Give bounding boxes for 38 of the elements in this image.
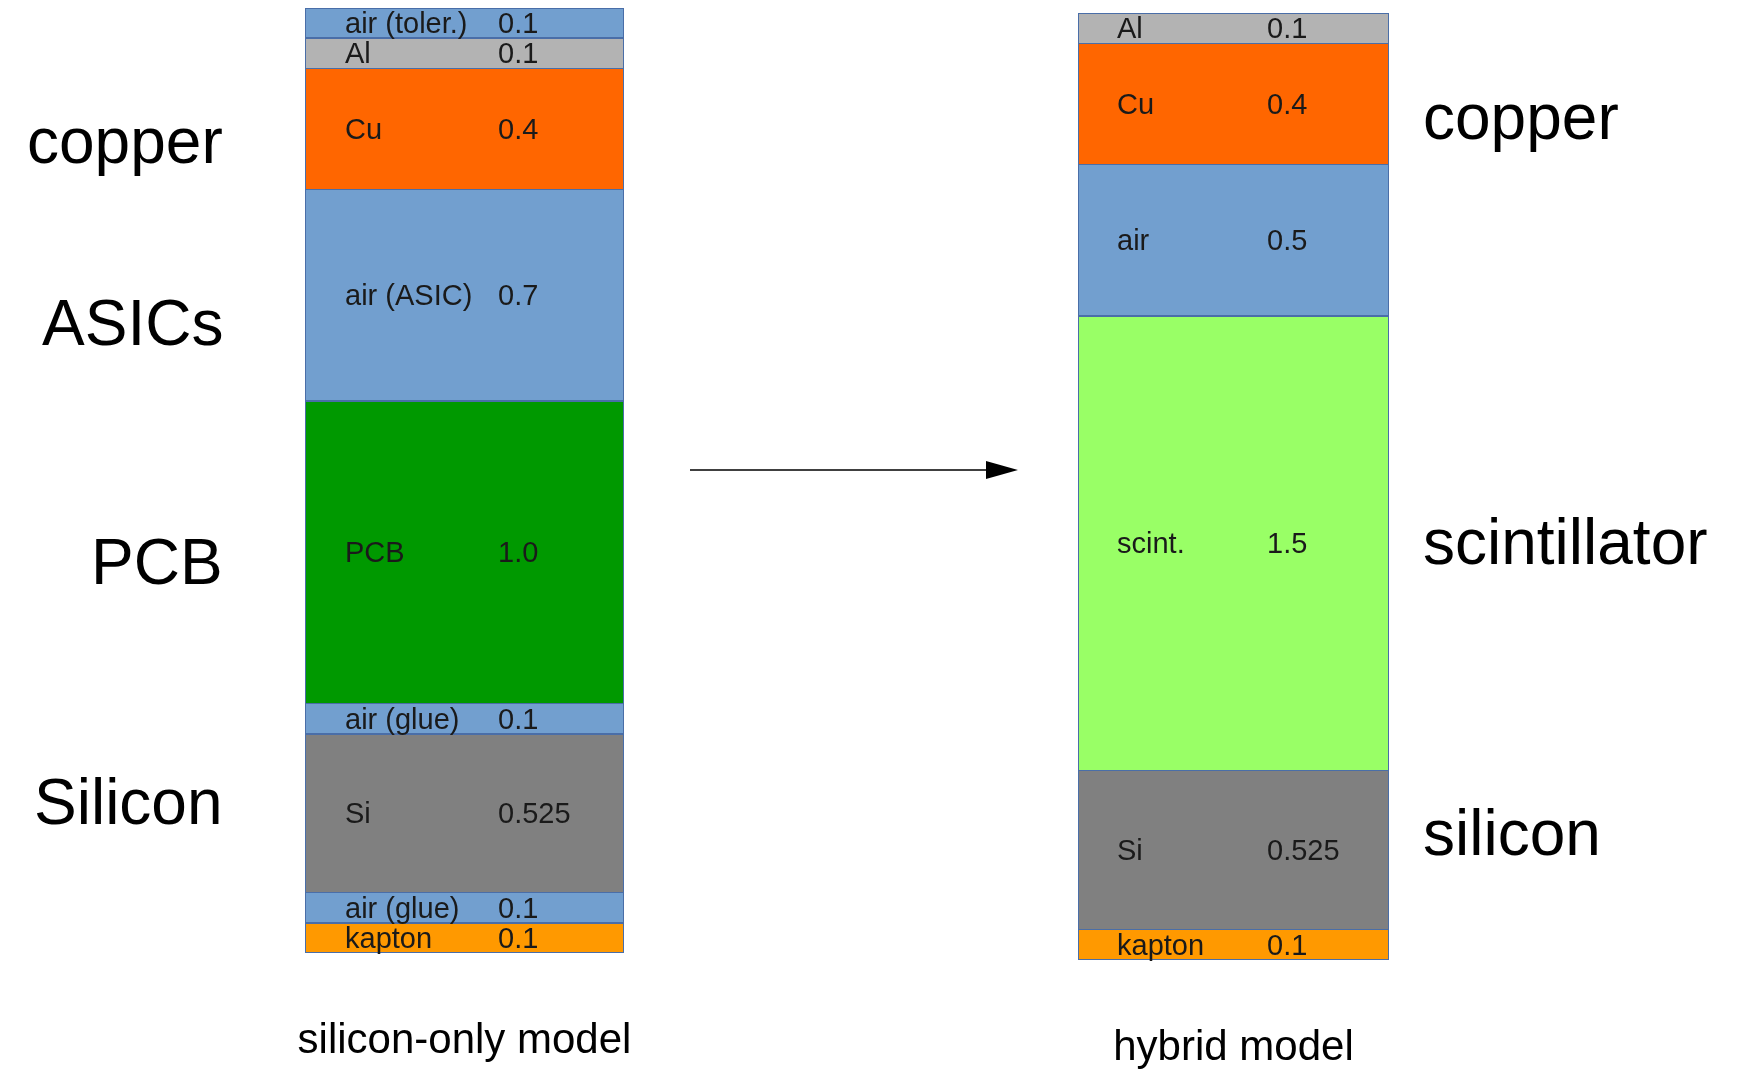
series-label: Al	[1117, 12, 1143, 44]
data-label: 0.1	[498, 892, 539, 924]
series-label: air (glue)	[345, 892, 460, 924]
text: PCB	[91, 526, 223, 598]
data-label: 0.7	[498, 279, 539, 311]
series-label: Si	[345, 797, 371, 829]
series-label: air (ASIC)	[345, 279, 473, 311]
series-label: Si	[1117, 834, 1143, 866]
series-label: air (toler.)	[345, 7, 468, 39]
data-label: 0.1	[498, 922, 539, 954]
text: copper	[1423, 81, 1619, 153]
data-label: 0.5	[1267, 224, 1308, 256]
series-label: air	[1117, 224, 1150, 256]
x-axis-title: hybrid model	[1113, 1021, 1354, 1069]
series-label: Al	[345, 37, 371, 69]
text: silicon	[1423, 797, 1601, 869]
text: copper	[27, 105, 223, 177]
data-label: 1.0	[498, 536, 539, 568]
text: ASICs	[42, 287, 224, 359]
x-axis-title: silicon-only model	[297, 1014, 632, 1062]
series-label: PCB	[345, 536, 405, 568]
data-label: 0.1	[1267, 929, 1308, 961]
data-label: 0.1	[498, 703, 539, 735]
data-label: 1.5	[1267, 527, 1308, 559]
data-label: 0.4	[498, 113, 539, 145]
text: Silicon	[34, 766, 223, 838]
data-label: 0.1	[1267, 12, 1308, 44]
series-label: air (glue)	[345, 703, 460, 735]
data-label: 0.4	[1267, 88, 1308, 120]
series-label: kapton	[1117, 929, 1205, 961]
data-label: 0.1	[498, 7, 539, 39]
text: scintillator	[1423, 506, 1708, 578]
series-label: Cu	[1117, 88, 1155, 120]
data-label: 0.1	[498, 37, 539, 69]
series-label: Cu	[345, 113, 383, 145]
series-label: scint.	[1117, 527, 1185, 559]
data-label: 0.525	[1267, 834, 1340, 866]
data-label: 0.525	[498, 797, 571, 829]
